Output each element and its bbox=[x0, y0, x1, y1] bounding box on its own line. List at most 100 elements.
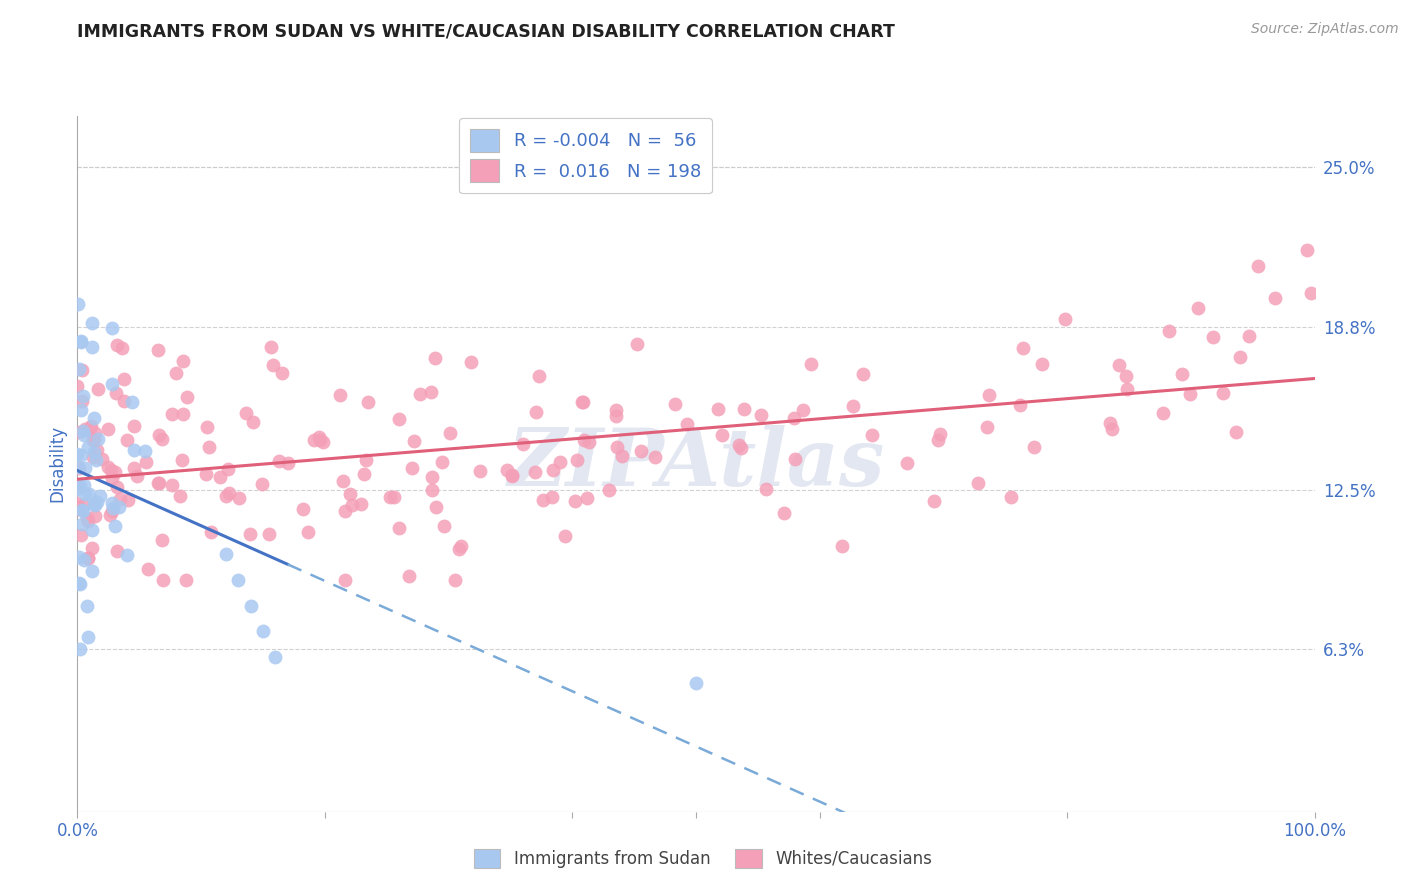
Point bbox=[257, 527, 280, 541]
Point bbox=[269, 454, 291, 468]
Point bbox=[148, 475, 170, 490]
Point bbox=[70, 363, 93, 377]
Point bbox=[977, 388, 1000, 402]
Point bbox=[1152, 406, 1174, 420]
Point bbox=[67, 549, 90, 564]
Point bbox=[404, 434, 426, 448]
Point bbox=[339, 487, 361, 501]
Point bbox=[100, 377, 122, 392]
Point bbox=[72, 428, 94, 442]
Point bbox=[598, 483, 620, 497]
Point bbox=[135, 455, 157, 469]
Point bbox=[924, 494, 946, 508]
Point bbox=[218, 486, 240, 500]
Point bbox=[160, 478, 183, 492]
Point bbox=[401, 460, 423, 475]
Point bbox=[630, 443, 652, 458]
Point bbox=[115, 548, 138, 562]
Point bbox=[357, 394, 380, 409]
Point bbox=[626, 337, 648, 351]
Point bbox=[578, 434, 600, 449]
Point bbox=[208, 470, 231, 484]
Point bbox=[311, 435, 333, 450]
Point bbox=[66, 502, 89, 516]
Point bbox=[773, 506, 796, 520]
Point bbox=[83, 410, 105, 425]
Point bbox=[83, 445, 105, 459]
Point bbox=[91, 452, 114, 467]
Point bbox=[382, 491, 405, 505]
Point bbox=[262, 359, 284, 373]
Point bbox=[70, 334, 93, 349]
Point bbox=[1212, 386, 1234, 401]
Point bbox=[117, 492, 139, 507]
Point bbox=[1031, 358, 1053, 372]
Point bbox=[309, 434, 332, 448]
Point bbox=[571, 394, 593, 409]
Point bbox=[523, 466, 546, 480]
Point bbox=[82, 565, 104, 579]
Point bbox=[800, 357, 823, 371]
Point bbox=[112, 371, 135, 385]
Point bbox=[332, 475, 354, 489]
Point bbox=[105, 338, 128, 352]
Point bbox=[378, 490, 401, 504]
Point bbox=[122, 419, 145, 434]
Point bbox=[1178, 386, 1201, 401]
Point bbox=[86, 382, 108, 396]
Point bbox=[468, 464, 491, 478]
Point bbox=[976, 419, 998, 434]
Point bbox=[217, 462, 239, 476]
Point bbox=[66, 297, 89, 311]
Text: IMMIGRANTS FROM SUDAN VS WHITE/CAUCASIAN DISABILITY CORRELATION CHART: IMMIGRANTS FROM SUDAN VS WHITE/CAUCASIAN… bbox=[77, 22, 896, 40]
Point bbox=[252, 624, 274, 639]
Point bbox=[136, 562, 159, 576]
Point bbox=[73, 487, 96, 501]
Text: Source: ZipAtlas.com: Source: ZipAtlas.com bbox=[1251, 22, 1399, 37]
Point bbox=[194, 467, 217, 482]
Point bbox=[82, 433, 104, 447]
Point bbox=[572, 433, 595, 447]
Point bbox=[72, 498, 94, 512]
Point bbox=[69, 500, 91, 514]
Point bbox=[302, 434, 325, 448]
Point bbox=[150, 533, 173, 547]
Point bbox=[420, 470, 443, 484]
Point bbox=[1116, 382, 1139, 396]
Point bbox=[420, 483, 443, 497]
Point bbox=[80, 317, 103, 331]
Point bbox=[1247, 259, 1270, 273]
Point bbox=[420, 385, 443, 400]
Point bbox=[67, 362, 90, 376]
Point bbox=[66, 477, 89, 491]
Point bbox=[444, 573, 467, 587]
Point bbox=[1264, 291, 1286, 305]
Point bbox=[69, 641, 91, 656]
Point bbox=[235, 406, 257, 420]
Point bbox=[450, 540, 472, 554]
Point bbox=[66, 496, 89, 510]
Point bbox=[749, 408, 772, 422]
Point bbox=[1024, 440, 1046, 454]
Point bbox=[66, 447, 89, 461]
Legend: R = -0.004   N =  56, R =  0.016   N = 198: R = -0.004 N = 56, R = 0.016 N = 198 bbox=[460, 118, 711, 194]
Point bbox=[107, 480, 129, 494]
Point bbox=[104, 465, 127, 479]
Point bbox=[124, 460, 146, 475]
Point bbox=[69, 577, 91, 591]
Point bbox=[89, 489, 111, 503]
Point bbox=[84, 453, 107, 467]
Point bbox=[277, 456, 299, 470]
Point bbox=[200, 525, 222, 540]
Point bbox=[710, 428, 733, 442]
Point bbox=[148, 475, 170, 490]
Point bbox=[100, 462, 122, 476]
Point bbox=[1053, 311, 1076, 326]
Point bbox=[612, 449, 634, 463]
Point bbox=[576, 491, 599, 505]
Point bbox=[112, 394, 135, 409]
Point bbox=[226, 573, 249, 587]
Point bbox=[1202, 330, 1225, 344]
Point bbox=[1225, 425, 1247, 439]
Point bbox=[541, 490, 564, 504]
